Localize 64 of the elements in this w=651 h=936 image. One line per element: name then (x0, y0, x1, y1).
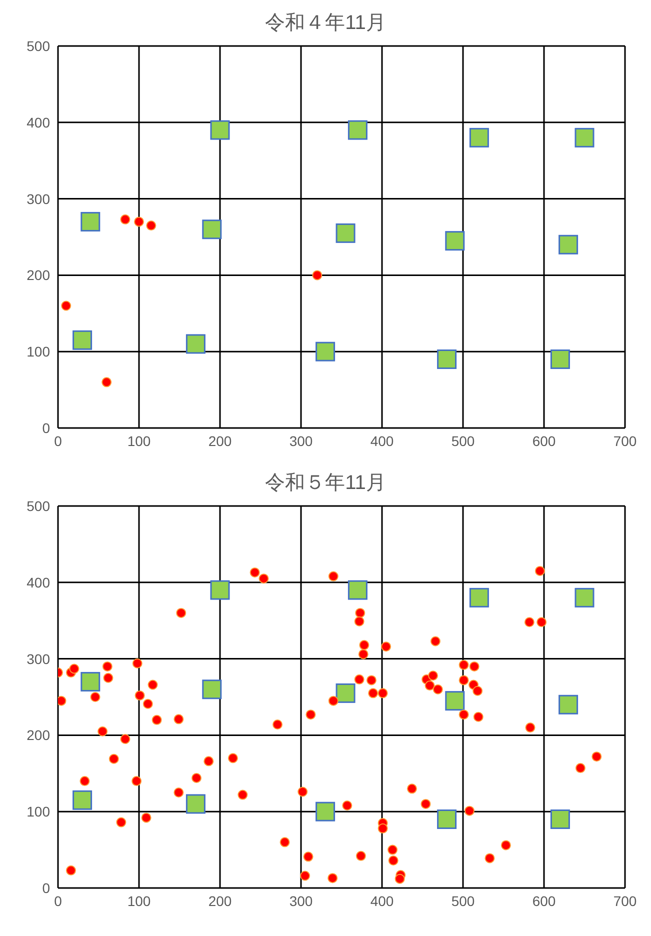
x-tick-label: 700 (613, 892, 637, 909)
point (437, 809, 457, 829)
point (558, 234, 578, 254)
point (316, 342, 336, 362)
x-tick-label: 500 (451, 432, 475, 449)
x-tick-label: 600 (532, 892, 556, 909)
x-tick-label: 700 (613, 432, 637, 449)
x-tick-label: 600 (532, 432, 556, 449)
point (72, 790, 92, 810)
point (336, 683, 356, 703)
point (348, 120, 368, 140)
point (469, 588, 489, 608)
x-tick-label: 300 (289, 432, 313, 449)
point (80, 212, 100, 232)
y-tick-label: 300 (26, 190, 50, 207)
y-tick-label: 0 (42, 880, 50, 896)
x-tick-label: 500 (451, 892, 475, 909)
point (312, 270, 322, 280)
y-tick-label: 200 (26, 727, 50, 744)
point (202, 220, 222, 240)
point (186, 794, 206, 814)
x-tick-label: 200 (208, 432, 232, 449)
x-tick-label: 0 (54, 432, 62, 449)
point (202, 680, 222, 700)
point (134, 216, 144, 227)
point (336, 223, 356, 243)
point (210, 580, 230, 600)
x-tick-label: 300 (289, 892, 313, 909)
point (210, 120, 230, 140)
point (558, 694, 578, 714)
point (437, 349, 457, 369)
point (102, 377, 112, 388)
point (61, 300, 72, 311)
point (80, 672, 100, 692)
y-tick-label: 400 (26, 574, 50, 590)
y-tick-label: 500 (26, 38, 50, 54)
point (146, 220, 156, 231)
y-tick-label: 0 (42, 420, 50, 436)
chart-title: 令和４年11月 (264, 11, 387, 36)
point (574, 128, 594, 148)
point (550, 809, 570, 829)
point (469, 128, 489, 148)
point (445, 691, 465, 711)
point (574, 588, 594, 608)
point (550, 349, 570, 369)
y-tick-label: 100 (26, 804, 50, 820)
y-tick-label: 400 (26, 114, 50, 130)
point (348, 580, 368, 600)
point (72, 330, 92, 350)
x-tick-label: 0 (54, 892, 62, 909)
x-tick-label: 400 (370, 892, 394, 909)
x-tick-label: 200 (208, 892, 232, 909)
chart-title: 令和５年11月 (264, 471, 387, 496)
point (120, 214, 130, 224)
point (445, 231, 465, 251)
y-tick-label: 300 (26, 650, 50, 667)
y-tick-label: 100 (26, 344, 50, 360)
x-tick-label: 100 (127, 892, 151, 909)
point (316, 802, 336, 822)
y-tick-label: 200 (26, 267, 50, 284)
y-tick-label: 500 (26, 498, 50, 514)
x-tick-label: 400 (370, 432, 394, 449)
x-tick-label: 100 (127, 432, 151, 449)
point (186, 334, 206, 354)
